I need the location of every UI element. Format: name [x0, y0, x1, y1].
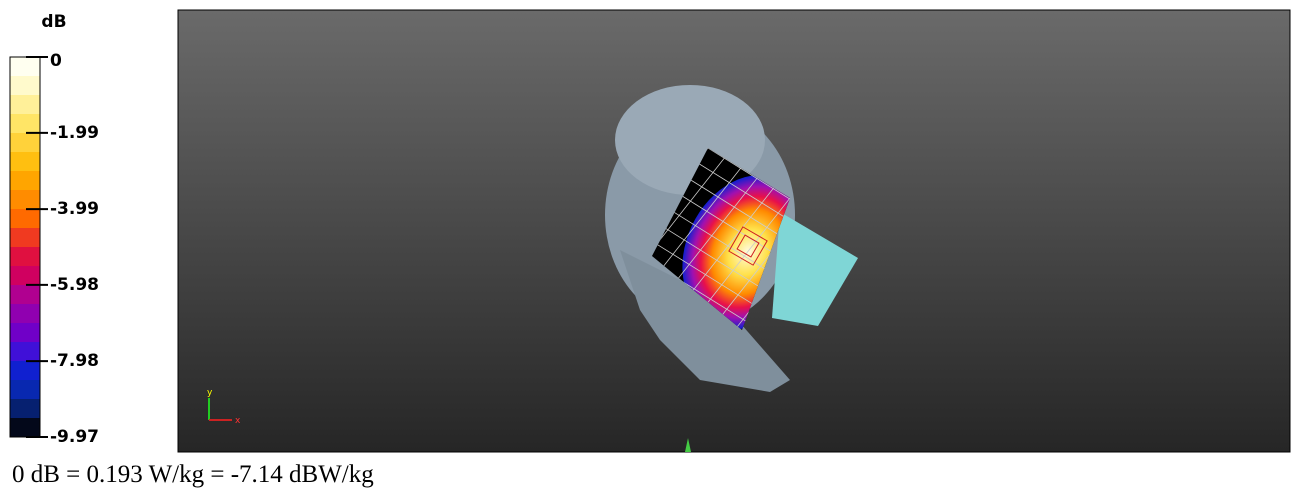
- colorbar-band: [10, 76, 40, 96]
- colorbar-band: [10, 209, 40, 229]
- colorbar-tick-label: -3.99: [50, 199, 99, 219]
- grid-line: [704, 148, 790, 330]
- colorbar-unit: dB: [41, 12, 66, 32]
- colorbar-band: [10, 361, 40, 381]
- colorbar-band: [10, 95, 40, 115]
- phone: [772, 212, 858, 326]
- colorbar-band: [10, 380, 40, 400]
- colorbar-band: [10, 342, 40, 362]
- colorbar-tick-label: -7.98: [50, 351, 99, 371]
- colorbar-band: [10, 152, 40, 172]
- colorbar: 0 -1.99 -3.99 -5.98 -7.98 -9.97: [9, 51, 99, 447]
- colorbar-tick-label: 0: [50, 51, 62, 71]
- axis-label: x: [235, 416, 241, 426]
- colorbar-tick-label: -9.97: [50, 427, 99, 447]
- colorbar-band: [10, 171, 40, 191]
- colorbar-tick-label: -5.98: [50, 275, 99, 295]
- colorbar-band: [10, 285, 40, 305]
- axis-label: y: [207, 388, 213, 398]
- marker: [685, 438, 691, 452]
- colorbar-band: [10, 418, 40, 438]
- grid-line: [688, 148, 790, 330]
- colorbar-tick-label: -1.99: [50, 123, 99, 143]
- colorbar-band: [10, 133, 40, 153]
- grid-line: [652, 148, 790, 330]
- colorbar-band: [10, 399, 40, 419]
- axes-triad: y x: [207, 388, 241, 426]
- colorbar-band: [10, 323, 40, 343]
- grid-line: [655, 148, 790, 330]
- colorbar-band: [10, 114, 40, 134]
- peak-marker: [728, 226, 768, 266]
- colorbar-band: [10, 247, 40, 267]
- colorbar-frame: [9, 56, 41, 438]
- colorbar-band: [10, 57, 40, 77]
- colorbar-band: [10, 228, 40, 248]
- colorbar-band: [10, 266, 40, 286]
- colorbar-band: [10, 304, 40, 324]
- colorbar-band: [10, 190, 40, 210]
- grid-line: [671, 148, 790, 330]
- caption: 0 dB = 0.193 W/kg = -7.14 dBW/kg: [12, 461, 374, 488]
